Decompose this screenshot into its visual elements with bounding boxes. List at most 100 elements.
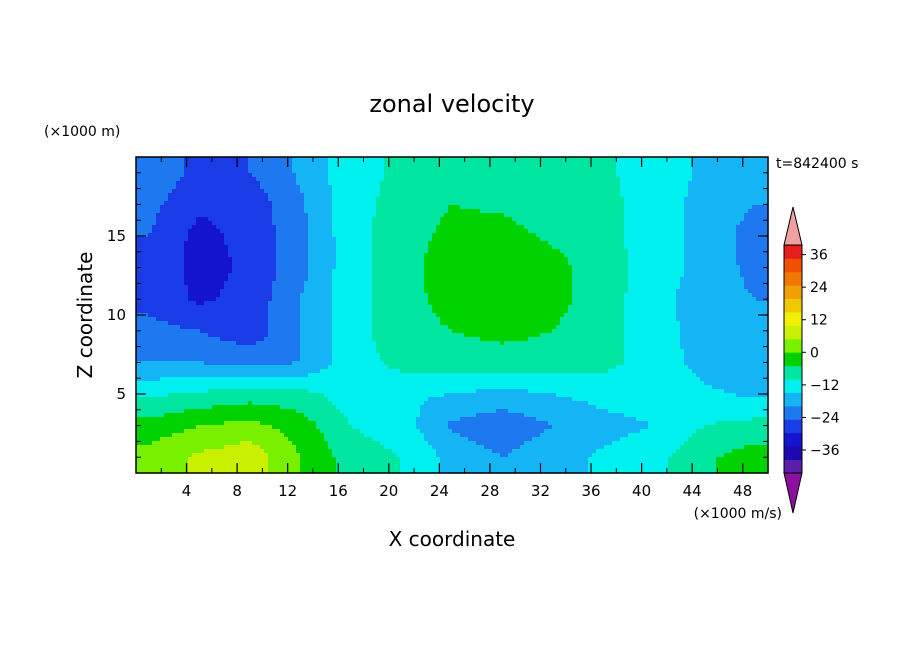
field-cell xyxy=(336,205,341,210)
field-cell xyxy=(752,205,757,210)
field-cell xyxy=(224,269,229,274)
field-cell xyxy=(232,277,237,282)
field-cell xyxy=(344,273,349,278)
field-cell xyxy=(296,245,301,250)
field-cell xyxy=(312,237,317,242)
field-cell xyxy=(392,233,397,238)
field-cell xyxy=(200,273,205,278)
field-cell xyxy=(176,181,181,186)
field-cell xyxy=(692,181,697,186)
field-cell xyxy=(204,221,209,226)
field-cell xyxy=(664,177,669,182)
field-cell xyxy=(260,237,265,242)
field-cell xyxy=(208,181,213,186)
field-cell xyxy=(640,193,645,198)
field-cell xyxy=(412,201,417,206)
field-cell xyxy=(384,277,389,282)
field-cell xyxy=(436,233,441,238)
field-cell xyxy=(608,249,613,254)
field-cell xyxy=(596,189,601,194)
field-cell xyxy=(252,197,257,202)
field-cell xyxy=(296,209,301,214)
field-cell xyxy=(392,265,397,270)
field-cell xyxy=(228,257,233,262)
field-cell xyxy=(588,213,593,218)
field-cell xyxy=(444,177,449,182)
field-cell xyxy=(728,173,733,178)
field-cell xyxy=(284,221,289,226)
field-cell xyxy=(280,185,285,190)
field-cell xyxy=(140,205,145,210)
field-cell xyxy=(224,217,229,222)
field-cell xyxy=(692,241,697,246)
field-cell xyxy=(344,253,349,258)
field-cell xyxy=(308,193,313,198)
field-cell xyxy=(232,161,237,166)
field-cell xyxy=(360,193,365,198)
field-cell xyxy=(260,165,265,170)
field-cell xyxy=(612,265,617,270)
field-cell xyxy=(448,165,453,170)
field-cell xyxy=(652,217,657,222)
field-cell xyxy=(532,197,537,202)
field-cell xyxy=(488,273,493,278)
field-cell xyxy=(320,169,325,174)
field-cell xyxy=(672,201,677,206)
field-cell xyxy=(740,257,745,262)
field-cell xyxy=(640,273,645,278)
field-cell xyxy=(536,245,541,250)
field-cell xyxy=(308,185,313,190)
field-cell xyxy=(452,229,457,234)
field-cell xyxy=(260,257,265,262)
field-cell xyxy=(640,265,645,270)
field-cell xyxy=(592,197,597,202)
field-cell xyxy=(420,277,425,282)
field-cell xyxy=(704,189,709,194)
field-cell xyxy=(192,197,197,202)
field-cell xyxy=(232,197,237,202)
field-cell xyxy=(212,157,217,162)
field-cell xyxy=(540,157,545,162)
field-cell xyxy=(524,229,529,234)
field-cell xyxy=(284,173,289,178)
field-cell xyxy=(676,245,681,250)
field-cell xyxy=(368,197,373,202)
field-cell xyxy=(720,189,725,194)
field-cell xyxy=(652,165,657,170)
field-cell xyxy=(704,253,709,258)
field-cell xyxy=(172,217,177,222)
field-cell xyxy=(236,269,241,274)
field-cell xyxy=(192,245,197,250)
field-cell xyxy=(384,169,389,174)
field-cell xyxy=(328,229,333,234)
field-cell xyxy=(308,245,313,250)
field-cell xyxy=(416,265,421,270)
field-cell xyxy=(188,193,193,198)
field-cell xyxy=(196,241,201,246)
field-cell xyxy=(612,277,617,282)
field-cell xyxy=(476,281,481,286)
field-cell xyxy=(188,213,193,218)
field-cell xyxy=(312,229,317,234)
field-cell xyxy=(708,233,713,238)
field-cell xyxy=(240,261,245,266)
field-cell xyxy=(212,257,217,262)
field-cell xyxy=(288,281,293,286)
field-cell xyxy=(604,233,609,238)
field-cell xyxy=(636,221,641,226)
field-cell xyxy=(284,245,289,250)
field-cell xyxy=(356,193,361,198)
field-cell xyxy=(564,169,569,174)
field-cell xyxy=(528,201,533,206)
field-cell xyxy=(276,209,281,214)
field-cell xyxy=(164,241,169,246)
field-cell xyxy=(320,249,325,254)
field-cell xyxy=(736,165,741,170)
field-cell xyxy=(708,197,713,202)
field-cell xyxy=(548,233,553,238)
field-cell xyxy=(284,253,289,258)
field-cell xyxy=(416,277,421,282)
field-cell xyxy=(464,269,469,274)
field-cell xyxy=(312,185,317,190)
field-cell xyxy=(612,221,617,226)
